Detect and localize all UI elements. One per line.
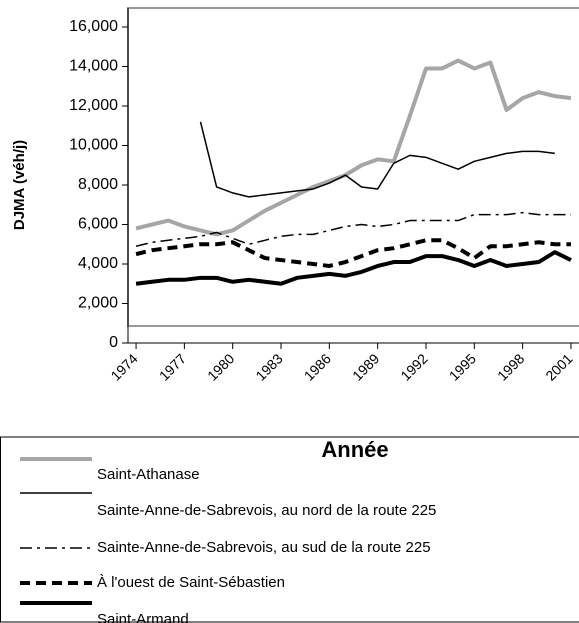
- y-tick-label: 2,000: [78, 295, 118, 312]
- legend-label: À l'ouest de Saint-Sébastien: [97, 574, 285, 591]
- legend-label: Saint-Athanase: [97, 466, 200, 483]
- y-tick-label: 16,000: [69, 18, 118, 35]
- legend-label: Saint-Armand: [97, 611, 189, 623]
- series-line: [135, 250, 572, 286]
- x-axis-title: Année: [321, 437, 388, 462]
- y-tick-label: 10,000: [69, 137, 118, 154]
- y-axis-title: DJMA (véh/j): [11, 140, 28, 230]
- y-tick-label: 12,000: [69, 97, 118, 114]
- legend-box: [0, 436, 579, 623]
- legend-label: Sainte-Anne-de-Sabrevois, au sud de la r…: [97, 539, 431, 556]
- x-tick-label: 1998: [494, 350, 527, 383]
- x-tick-label: 1992: [397, 350, 430, 383]
- y-tick-label: 14,000: [69, 58, 118, 75]
- series-line: [135, 58, 572, 237]
- x-tick-label: 2001: [542, 350, 575, 383]
- x-tick-label: 1989: [349, 350, 382, 383]
- x-tick-label: 1980: [204, 350, 237, 383]
- series-line: [135, 238, 571, 268]
- y-tick-label: 6,000: [78, 216, 118, 233]
- x-tick-label: 1974: [107, 350, 140, 383]
- y-tick-label: 8,000: [78, 176, 118, 193]
- x-tick-label: 1977: [156, 350, 189, 383]
- x-tick-label: 1986: [301, 350, 334, 383]
- series-line: [199, 121, 555, 198]
- series-line: [135, 211, 571, 247]
- y-tick-label: 0: [109, 334, 118, 351]
- legend-label: Sainte-Anne-de-Sabrevois, au nord de la …: [97, 502, 436, 519]
- y-tick-label: 4,000: [78, 255, 118, 272]
- x-tick-label: 1995: [446, 350, 479, 383]
- x-tick-label: 1983: [252, 350, 285, 383]
